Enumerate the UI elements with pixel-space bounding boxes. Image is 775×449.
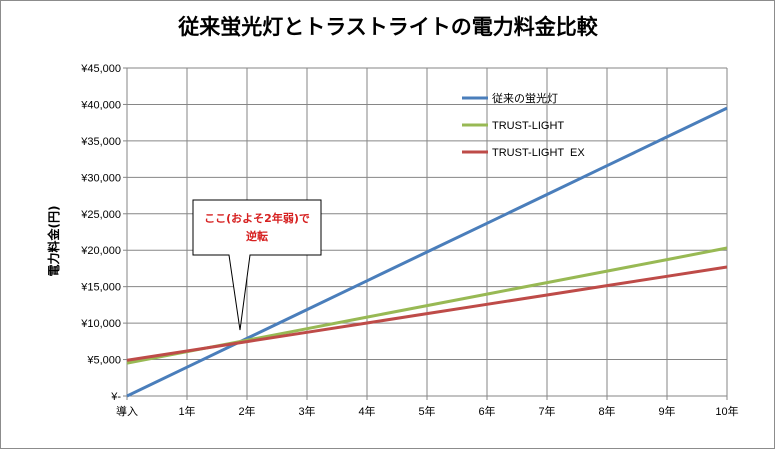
x-tick-label: 8年: [598, 404, 615, 418]
callout-box: [192, 199, 322, 331]
y-tick-label: ¥-: [110, 391, 121, 403]
series-lines: [126, 106, 728, 398]
legend-label: 従来の蛍光灯: [492, 91, 558, 105]
x-tick-label: 3年: [298, 404, 315, 418]
x-tick-label: 4年: [358, 404, 375, 418]
y-tick-label: ¥15,000: [80, 282, 121, 294]
x-tick-label: 9年: [658, 404, 675, 418]
y-tick-label: ¥45,000: [80, 63, 121, 75]
y-tick-label: ¥40,000: [80, 99, 121, 111]
x-tick-label: 1年: [178, 404, 195, 418]
y-axis-ticks: ¥- ¥5,000 ¥10,000 ¥15,000 ¥20,000 ¥25,000 ¥30,…: [80, 63, 121, 403]
y-tick-label: ¥25,000: [80, 209, 121, 221]
legend: 従来の蛍光灯 TRUST-LIGHT TRUST-LIGHT EX: [462, 91, 585, 159]
chart-title: 従来蛍光灯とトラストライトの電力料金比較: [177, 15, 599, 39]
legend-label: TRUST-LIGHT: [492, 120, 564, 132]
x-tick-label: 10年: [715, 404, 738, 418]
legend-label: TRUST-LIGHT EX: [492, 147, 585, 159]
x-tick-label: 導入: [116, 404, 138, 418]
callout-line-1: ここ(およそ2年弱)で: [204, 211, 310, 225]
y-tick-label: ¥35,000: [80, 136, 121, 148]
callout-line-2: 逆転: [246, 229, 268, 243]
x-tick-label: 6年: [478, 404, 495, 418]
y-tick-label: ¥30,000: [80, 172, 121, 184]
x-tick-label: 7年: [538, 404, 555, 418]
y-tick-label: ¥5,000: [86, 355, 121, 367]
y-axis-label: 電力料金(円): [46, 206, 61, 277]
y-tick-label: ¥10,000: [80, 318, 121, 330]
callout: ここ(およそ2年弱)で 逆転: [192, 199, 322, 331]
y-tick-label: ¥20,000: [80, 245, 121, 257]
series-line-3: [126, 265, 728, 362]
x-axis-ticks: 導入 1年 2年 3年 4年 5年 6年 7年 8年 9年 10年: [116, 404, 739, 418]
x-tick-label: 2年: [238, 404, 255, 418]
series-line-1: [126, 106, 728, 398]
x-tick-label: 5年: [418, 404, 435, 418]
